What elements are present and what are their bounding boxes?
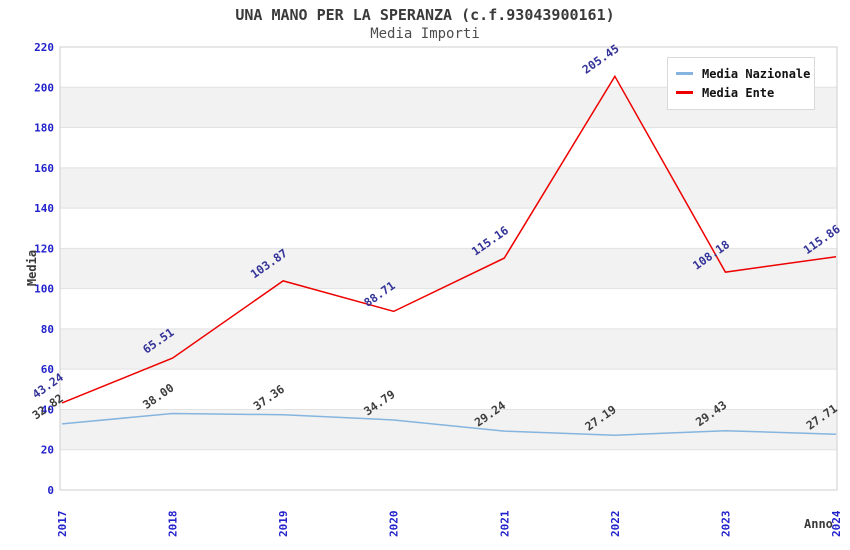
y-tick-label: 0 [47,484,54,497]
x-tick-label: 2018 [167,511,180,538]
x-axis-title: Anno [804,517,833,531]
y-tick-label: 120 [34,242,54,255]
legend-item-media-nazionale: Media Nazionale [674,64,810,83]
y-tick-label: 40 [41,403,54,416]
legend-swatch-ente-icon [676,91,693,94]
x-tick-label: 2021 [498,510,511,537]
plot-band [60,167,837,209]
x-tick-label: 2024 [830,510,843,537]
legend-item-media-ente: Media Ente [674,83,806,102]
x-tick-label: 2017 [56,511,69,538]
x-tick-label: 2019 [277,511,290,538]
y-tick-label: 140 [34,202,54,215]
y-tick-label: 180 [34,122,54,135]
y-tick-label: 20 [41,444,54,457]
x-tick-label: 2023 [719,511,732,538]
legend-label-nazionale: Media Nazionale [702,66,811,81]
data-label: 38.00 [140,381,176,412]
x-tick-label: 2022 [609,511,622,538]
y-tick-label: 160 [34,162,54,175]
series-line-media-ente [61,74,837,404]
series-line-media-nazionale [61,412,837,436]
legend-swatch-nazionale-icon [676,72,693,75]
plot-band [60,248,837,289]
data-label: 37.36 [251,382,287,413]
legend: Media Nazionale Media Ente [667,57,815,110]
plot-band [60,409,837,450]
y-tick-label: 200 [34,81,54,94]
y-tick-label: 220 [34,41,54,54]
chart-title: UNA MANO PER LA SPERANZA (c.f.9304390016… [235,6,615,24]
x-tick-label: 2020 [388,511,401,538]
y-tick-label: 100 [34,283,54,296]
y-tick-label: 60 [41,363,54,376]
chart-subtitle: Media Importi [370,26,480,42]
y-tick-label: 80 [41,323,54,336]
legend-label-ente: Media Ente [702,85,775,100]
plot-border [59,46,838,491]
y-axis-title: Media [25,249,39,287]
plot-band [60,328,837,370]
